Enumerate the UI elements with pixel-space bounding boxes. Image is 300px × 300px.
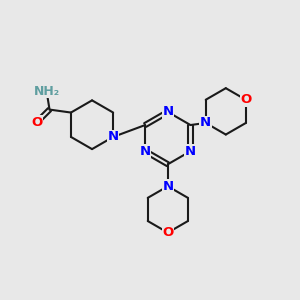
Text: N: N xyxy=(200,116,211,130)
Text: N: N xyxy=(162,106,173,118)
Text: O: O xyxy=(32,116,43,129)
Text: O: O xyxy=(162,226,173,239)
Text: NH₂: NH₂ xyxy=(34,85,60,98)
Text: N: N xyxy=(162,180,173,193)
Text: N: N xyxy=(108,130,119,143)
Text: O: O xyxy=(240,93,251,106)
Text: N: N xyxy=(140,145,151,158)
Text: N: N xyxy=(185,145,196,158)
